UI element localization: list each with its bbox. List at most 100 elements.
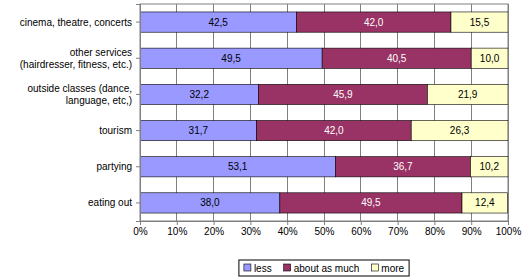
- legend-swatch: [371, 264, 378, 271]
- series: [411, 12, 508, 213]
- tick-label: 100%: [496, 226, 522, 237]
- tick-mark: [324, 221, 325, 225]
- tick: 70%: [388, 221, 408, 237]
- bar: [140, 157, 335, 177]
- bar: [451, 12, 508, 32]
- grid-line: [176, 4, 177, 221]
- tick: 100%: [496, 221, 522, 237]
- data-label: 36,7: [393, 161, 413, 172]
- grid: [140, 4, 508, 221]
- data-label: 32,2: [190, 89, 210, 100]
- legend: less about as much more: [239, 260, 409, 276]
- tick-mark: [136, 58, 140, 59]
- tick: eating out: [88, 197, 140, 208]
- series: [140, 12, 335, 213]
- bar: [257, 120, 412, 140]
- data-label: 40,5: [387, 53, 407, 64]
- tick: cinema, theatre, concerts: [20, 17, 140, 28]
- legend-item: about as much: [284, 263, 360, 274]
- bar: [322, 48, 471, 68]
- tick: 50%: [314, 221, 334, 237]
- bar: [140, 12, 296, 32]
- data-label: 15,5: [470, 17, 490, 28]
- legend-item: less: [244, 263, 272, 274]
- tick-mark: [136, 130, 140, 131]
- tick-label: 10%: [167, 226, 187, 237]
- tick-mark: [214, 221, 215, 225]
- data-label: 49,5: [221, 53, 241, 64]
- data-label: 21,9: [458, 89, 478, 100]
- bar: [462, 193, 508, 213]
- chart: 42,549,532,231,753,138,042,040,545,942,0…: [0, 0, 526, 279]
- legend-swatch: [244, 264, 251, 271]
- bar: [470, 157, 508, 177]
- tick-mark: [434, 221, 435, 225]
- grid-line: [508, 4, 509, 221]
- tick-mark: [136, 94, 140, 95]
- tick-label: tourism: [99, 125, 132, 136]
- tick: 0%: [133, 221, 148, 237]
- bar: [140, 193, 280, 213]
- bar: [411, 120, 508, 140]
- tick-mark: [136, 166, 140, 167]
- data-labels: 42,549,532,231,753,138,042,040,545,942,0…: [189, 17, 500, 209]
- tick-mark: [136, 202, 140, 203]
- x-axis: 0% 10% 20% 30% 40% 50% 60% 70% 80% 90% 100%: [133, 221, 521, 237]
- tick-mark: [471, 221, 472, 225]
- grid-line: [324, 4, 325, 221]
- data-label: 38,0: [200, 197, 220, 208]
- tick-mark: [177, 221, 178, 225]
- tick-mark: [136, 22, 140, 23]
- tick-mark: [361, 221, 362, 225]
- tick: partying: [96, 161, 140, 172]
- tick-label: cinema, theatre, concerts: [20, 17, 132, 28]
- y-axis: cinema, theatre, concerts other services(…: [20, 5, 141, 222]
- tick-mark: [398, 221, 399, 225]
- tick-label: 60%: [351, 226, 371, 237]
- tick-label: partying: [96, 161, 132, 172]
- data-label: 26,3: [450, 125, 470, 136]
- tick: 80%: [425, 221, 445, 237]
- grid-line: [250, 4, 251, 221]
- tick-mark: [250, 221, 251, 225]
- tick: outside classes (dance,language, etc,): [27, 83, 140, 106]
- legend-swatch: [284, 264, 291, 271]
- tick: 60%: [351, 221, 371, 237]
- data-label: 49,5: [361, 197, 381, 208]
- bar: [427, 84, 508, 104]
- tick-label: 0%: [133, 226, 148, 237]
- grid-line: [471, 4, 472, 221]
- bar: [335, 157, 470, 177]
- tick: 30%: [241, 221, 261, 237]
- tick-mark: [508, 221, 509, 225]
- tick-label: eating out: [88, 197, 132, 208]
- legend-box: [239, 260, 409, 276]
- axis-line: [136, 5, 141, 222]
- data-label: 12,4: [475, 197, 495, 208]
- bar: [258, 84, 427, 104]
- tick-mark: [287, 221, 288, 225]
- axis-line: [141, 222, 509, 226]
- tick-label: outside classes (dance,language, etc,): [27, 83, 132, 106]
- data-label: 53,1: [228, 161, 248, 172]
- data-label: 10,2: [479, 161, 499, 172]
- plot-frame: [140, 4, 508, 221]
- plot: 42,549,532,231,753,138,042,040,545,942,0…: [20, 4, 522, 237]
- series: [257, 12, 472, 213]
- bar: [471, 48, 508, 68]
- tick: 20%: [204, 221, 224, 237]
- bar: [140, 48, 322, 68]
- tick-label: 20%: [204, 226, 224, 237]
- tick-label: 30%: [241, 226, 261, 237]
- legend-label: less: [254, 263, 272, 274]
- legend-label: about as much: [294, 263, 360, 274]
- grid-line: [287, 4, 288, 221]
- tick-label: 40%: [278, 226, 298, 237]
- grid-line: [360, 4, 361, 221]
- legend-item: more: [371, 263, 404, 274]
- tick-label: 70%: [388, 226, 408, 237]
- data-label: 42,0: [324, 125, 344, 136]
- tick-label: 90%: [462, 226, 482, 237]
- data-label: 10,0: [480, 53, 500, 64]
- tick-label: other services(hairdresser, fitness, etc…: [20, 47, 132, 70]
